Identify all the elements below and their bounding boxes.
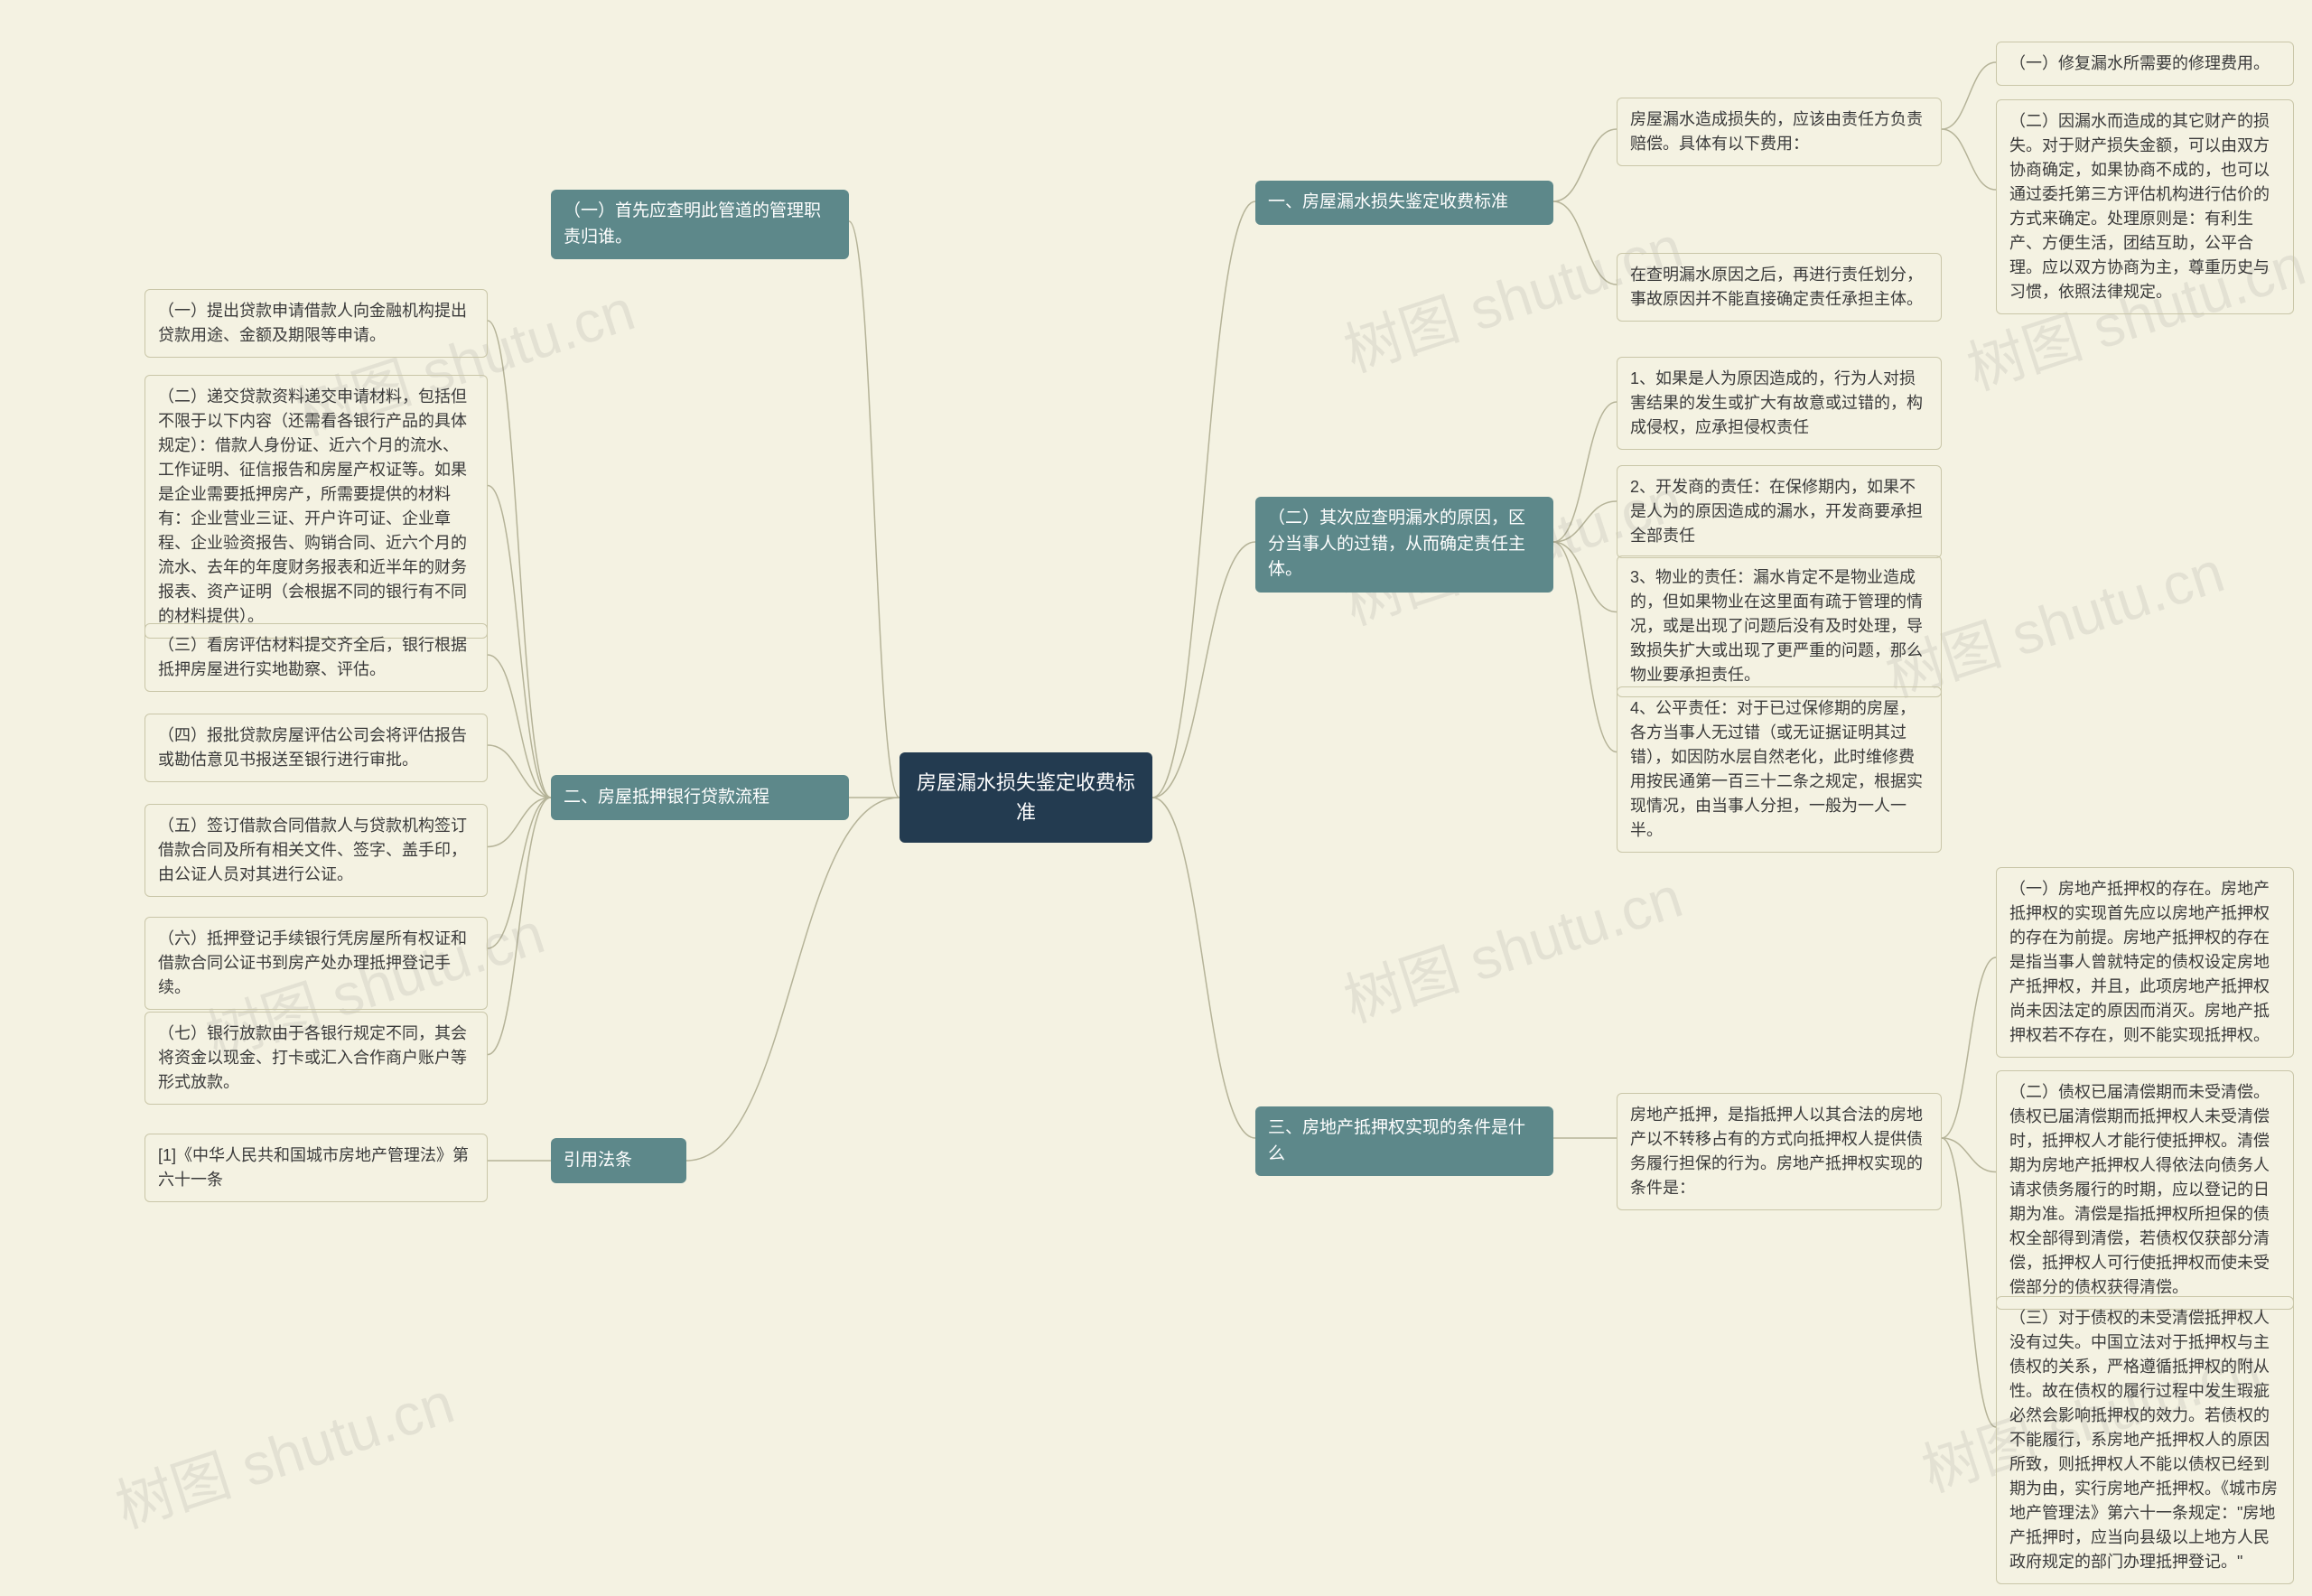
node-l1: （一）首先应查明此管道的管理职责归谁。 (551, 190, 849, 259)
edge-root-l3 (686, 798, 900, 1161)
node-r3a: 房地产抵押，是指抵押人以其合法的房地产以不转移占有的方式向抵押权人提供债务履行担… (1617, 1093, 1942, 1210)
watermark: 树图 shutu.cn (104, 1357, 462, 1544)
edge-r1a-r1a2 (1942, 129, 1996, 190)
edge-root-r2 (1152, 542, 1255, 798)
edge-r3a-r3a1 (1942, 957, 1996, 1138)
node-r3a2: （二）债权已届清偿期而未受清偿。债权已届清偿期而抵押权人未受清偿时，抵押权人才能… (1996, 1070, 2294, 1310)
node-l2c: （三）看房评估材料提交齐全后，银行根据抵押房屋进行实地勘察、评估。 (144, 623, 488, 692)
mindmap-stage: 树图 shutu.cn树图 shutu.cn树图 shutu.cn树图 shut… (0, 0, 2312, 1596)
node-r2b: 2、开发商的责任：在保修期内，如果不是人为的原因造成的漏水，开发商要承担全部责任 (1617, 465, 1942, 558)
edge-r1-r1b (1553, 201, 1617, 285)
edge-l2-l2c (488, 655, 551, 798)
edge-l2-l2e (488, 798, 551, 847)
edge-r3a-r3a3 (1942, 1138, 1996, 1427)
edge-r1-r1a (1553, 129, 1617, 201)
edge-l2-l2b (488, 486, 551, 798)
node-r2: （二）其次应查明漏水的原因，区分当事人的过错，从而确定责任主体。 (1255, 497, 1553, 593)
node-l2f: （六）抵押登记手续银行凭房屋所有权证和借款合同公证书到房产处办理抵押登记手续。 (144, 917, 488, 1010)
edge-root-r3 (1152, 798, 1255, 1138)
edge-l2-l2g (488, 798, 551, 1055)
node-r2d: 4、公平责任：对于已过保修期的房屋，各方当事人无过错（或无证据证明其过错），如因… (1617, 686, 1942, 853)
edge-r2-r2b (1553, 501, 1617, 542)
node-l2: 二、房屋抵押银行贷款流程 (551, 775, 849, 820)
node-l3: 引用法条 (551, 1138, 686, 1183)
edge-l2-l2a (488, 321, 551, 798)
node-r1b: 在查明漏水原因之后，再进行责任划分，事故原因并不能直接确定责任承担主体。 (1617, 253, 1942, 322)
root-node: 房屋漏水损失鉴定收费标准 (900, 752, 1152, 843)
edge-layer (0, 0, 2312, 1596)
node-r1a2: （二）因漏水而造成的其它财产的损失。对于财产损失金额，可以由双方协商确定，如果协… (1996, 99, 2294, 314)
node-l2g: （七）银行放款由于各银行规定不同，其会将资金以现金、打卡或汇入合作商户账户等形式… (144, 1012, 488, 1105)
edge-r3a-r3a2 (1942, 1138, 1996, 1172)
node-r2c: 3、物业的责任：漏水肯定不是物业造成的，但如果物业在这里面有疏于管理的情况，或是… (1617, 555, 1942, 697)
edge-r1a-r1a1 (1942, 62, 1996, 129)
edge-r2-r2c (1553, 542, 1617, 612)
node-l2d: （四）报批贷款房屋评估公司会将评估报告或勘估意见书报送至银行进行审批。 (144, 714, 488, 782)
node-l2b: （二）递交贷款资料递交申请材料，包括但不限于以下内容（还需看各银行产品的具体规定… (144, 375, 488, 639)
node-l3a: [1]《中华人民共和国城市房地产管理法》第六十一条 (144, 1134, 488, 1202)
node-l2e: （五）签订借款合同借款人与贷款机构签订借款合同及所有相关文件、签字、盖手印，由公… (144, 804, 488, 897)
node-r3a1: （一）房地产抵押权的存在。房地产抵押权的实现首先应以房地产抵押权的存在为前提。房… (1996, 867, 2294, 1058)
node-r3a3: （三）对于债权的未受清偿抵押权人没有过失。中国立法对于抵押权与主债权的关系，严格… (1996, 1296, 2294, 1584)
node-r2a: 1、如果是人为原因造成的，行为人对损害结果的发生或扩大有故意或过错的，构成侵权，… (1617, 357, 1942, 450)
edge-r2-r2d (1553, 542, 1617, 752)
edge-r2-r2a (1553, 402, 1617, 542)
node-r1a: 房屋漏水造成损失的，应该由责任方负责赔偿。具体有以下费用： (1617, 98, 1942, 166)
node-r3: 三、房地产抵押权实现的条件是什么 (1255, 1106, 1553, 1176)
node-l2a: （一）提出贷款申请借款人向金融机构提出贷款用途、金额及期限等申请。 (144, 289, 488, 358)
edge-l2-l2f (488, 798, 551, 948)
edge-root-l1 (849, 221, 900, 798)
node-r1a1: （一）修复漏水所需要的修理费用。 (1996, 42, 2294, 86)
node-r1: 一、房屋漏水损失鉴定收费标准 (1255, 181, 1553, 225)
watermark: 树图 shutu.cn (1332, 851, 1691, 1038)
edge-root-r1 (1152, 201, 1255, 798)
edge-l2-l2d (488, 745, 551, 798)
